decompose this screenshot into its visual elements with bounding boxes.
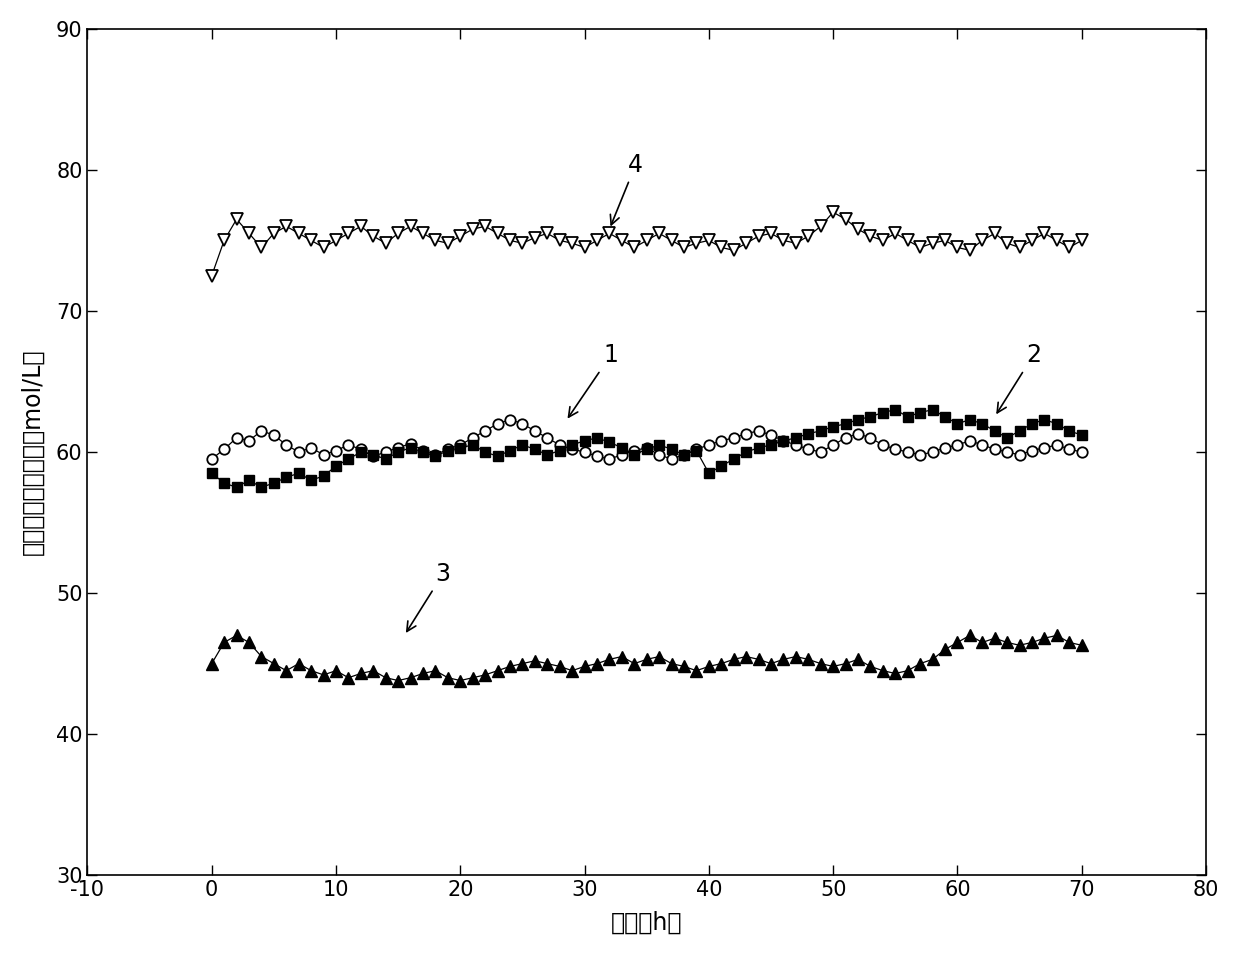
Text: 4: 4	[610, 153, 644, 225]
Text: 1: 1	[568, 343, 618, 417]
X-axis label: 时间（h）: 时间（h）	[611, 911, 682, 935]
Y-axis label: 七水硫酸亚铁浓度（mol/L）: 七水硫酸亚铁浓度（mol/L）	[21, 349, 45, 555]
Text: 2: 2	[997, 343, 1040, 413]
Text: 3: 3	[407, 562, 450, 632]
